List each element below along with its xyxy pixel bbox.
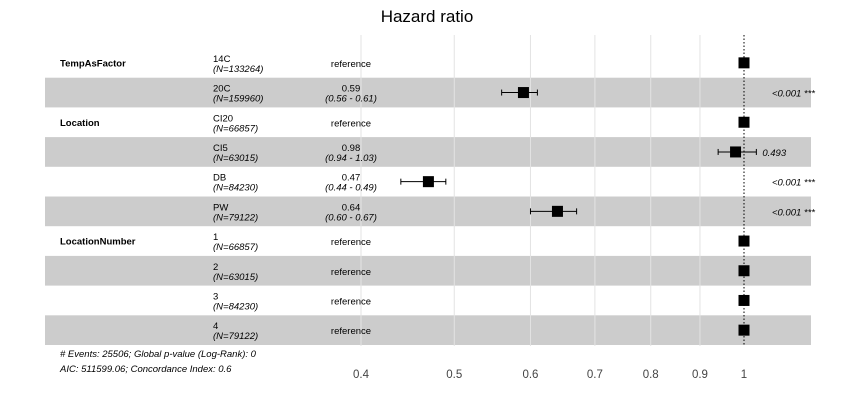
hr-marker (738, 324, 750, 336)
n-label: (N=66857) (213, 242, 258, 253)
level-label: CI5 (213, 143, 228, 154)
estimate-label: reference (331, 237, 371, 248)
x-axis-tick-labels: 0.4 0.5 0.6 0.7 0.8 0.9 1 (353, 369, 747, 381)
row-band (45, 255, 811, 286)
estimate-label: 0.59 (342, 84, 361, 95)
level-label: DB (213, 173, 226, 184)
x-tick-label: 0.4 (353, 369, 370, 381)
n-label: (N=84230) (213, 183, 258, 194)
estimate-label: 0.98 (342, 143, 361, 154)
n-label: (N=63015) (213, 272, 258, 283)
p-value-label: <0.001 *** (772, 207, 815, 218)
ci-label: (0.56 - 0.61) (325, 94, 377, 105)
variable-label: LocationNumber (60, 237, 136, 248)
ci-label: (0.60 - 0.67) (325, 212, 377, 223)
grid-lines (360, 35, 701, 346)
x-tick-label: 0.7 (587, 369, 603, 381)
p-value-label: 0.493 (762, 148, 786, 159)
chart-title: Hazard ratio (381, 7, 474, 26)
estimate-label: reference (331, 59, 371, 70)
hr-marker (738, 116, 750, 128)
level-label: CI20 (213, 113, 233, 124)
level-label: 3 (213, 291, 218, 302)
level-label: 4 (213, 321, 218, 332)
row-band (45, 196, 811, 227)
hr-marker (422, 176, 434, 188)
estimate-label: 0.64 (342, 202, 361, 213)
estimate-label: reference (331, 118, 371, 129)
footnote-aic: AIC: 511599.06; Concordance Index: 0.6 (59, 364, 232, 375)
hr-marker (738, 265, 750, 277)
p-value-label: <0.001 *** (772, 178, 815, 189)
hr-marker (517, 87, 529, 99)
n-label: (N=84230) (213, 301, 258, 312)
hr-marker (738, 235, 750, 247)
n-label: (N=79122) (213, 212, 258, 223)
estimate-label: reference (331, 267, 371, 278)
level-label: 14C (213, 54, 231, 65)
hr-marker (551, 205, 563, 217)
row-band (45, 137, 811, 167)
n-label: (N=79122) (213, 331, 258, 342)
rows-layer: TempAsFactor 14C(N=133264) reference20C(N=… (60, 54, 815, 342)
level-label: 2 (213, 262, 218, 273)
row-bands (45, 77, 811, 345)
variable-label: Location (60, 118, 100, 129)
n-label: (N=133264) (213, 64, 263, 75)
n-label: (N=159960) (213, 94, 263, 105)
x-tick-label: 0.8 (643, 369, 659, 381)
n-label: (N=63015) (213, 153, 258, 164)
hr-marker (738, 57, 750, 69)
x-tick-label: 0.9 (692, 369, 708, 381)
hr-marker (738, 294, 750, 306)
footnote-events: # Events: 25506; Global p-value (Log-Ran… (60, 349, 257, 360)
ci-label: (0.44 - 0.49) (325, 183, 377, 194)
level-label: 20C (213, 84, 231, 95)
n-label: (N=66857) (213, 123, 258, 134)
estimate-label: reference (331, 326, 371, 337)
estimate-label: reference (331, 296, 371, 307)
x-tick-label: 0.5 (446, 369, 462, 381)
level-label: PW (213, 202, 228, 213)
variable-label: TempAsFactor (60, 58, 126, 69)
x-tick-label: 0.6 (522, 369, 538, 381)
hr-marker (730, 146, 742, 158)
p-value-label: <0.001 *** (772, 89, 815, 100)
estimate-label: 0.47 (342, 173, 361, 184)
row-band (45, 77, 811, 108)
x-tick-label: 1 (741, 369, 747, 381)
ci-label: (0.94 - 1.03) (325, 153, 377, 164)
level-label: 1 (213, 232, 218, 243)
row-band (45, 315, 811, 345)
